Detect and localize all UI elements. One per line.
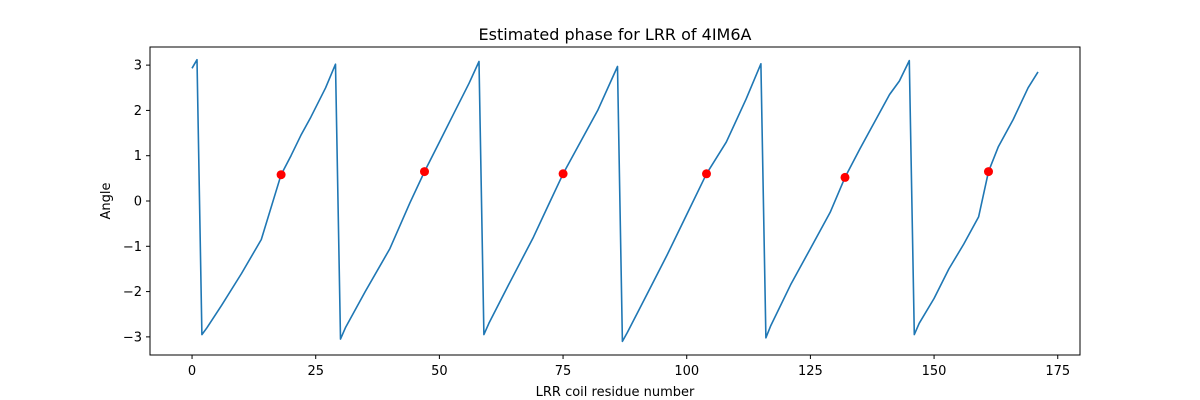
x-tick-label: 25 — [307, 364, 324, 379]
marker-point-4 — [702, 169, 711, 179]
y-axis-title: Angle — [99, 183, 114, 220]
x-axis-ticks: 0 25 50 75 100 125 150 175 — [188, 355, 1070, 379]
y-tick-label: −3 — [123, 330, 142, 345]
x-tick-label: 50 — [431, 364, 448, 379]
phase-line — [191, 58, 1039, 343]
marker-point-6 — [984, 167, 993, 177]
y-tick-label: 0 — [134, 195, 142, 210]
y-tick-label: 2 — [134, 104, 142, 119]
y-tick-label: 1 — [134, 149, 142, 164]
x-tick-label: 125 — [798, 364, 823, 379]
marker-point-3 — [558, 169, 568, 179]
marker-point-2 — [420, 167, 429, 177]
x-axis-title: LRR coil residue number — [536, 385, 695, 400]
chart-title: Estimated phase for LRR of 4IM6A — [479, 25, 752, 44]
y-tick-label: −1 — [123, 240, 142, 255]
x-tick-label: 0 — [188, 364, 196, 379]
plot-content — [191, 58, 1039, 343]
x-tick-label: 150 — [922, 364, 947, 379]
x-tick-label: 75 — [555, 364, 572, 379]
x-tick-label: 175 — [1045, 364, 1070, 379]
marker-point-5 — [840, 172, 850, 182]
y-tick-label: −2 — [123, 285, 142, 300]
marker-point-1 — [276, 170, 286, 180]
y-axis-ticks: −3 −2 −1 0 1 2 3 — [123, 59, 150, 345]
x-tick-label: 100 — [674, 364, 699, 379]
y-tick-label: 3 — [134, 59, 142, 74]
